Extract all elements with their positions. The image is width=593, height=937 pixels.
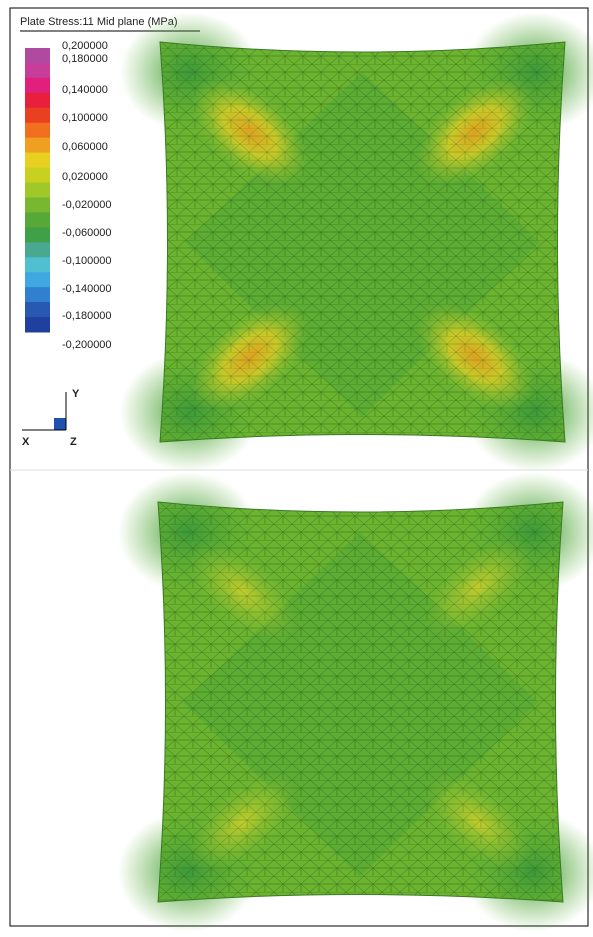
color-band (25, 302, 50, 317)
legend-label: -0,020000 (62, 199, 112, 211)
page: Plate Stress:11 Mid plane (MPa) 0,200000… (0, 0, 593, 937)
plate-bottom (118, 472, 593, 932)
color-band (25, 78, 50, 93)
legend-label: 0,060000 (62, 141, 108, 153)
color-band (25, 138, 50, 153)
color-band (25, 287, 50, 302)
color-band (25, 317, 50, 332)
color-band (25, 63, 50, 78)
z-arrow (54, 418, 66, 430)
y-label: Y (72, 388, 80, 400)
color-band (25, 153, 50, 168)
screenshot: Plate Stress:11 Mid plane (MPa) 0,200000… (0, 0, 593, 932)
color-band (25, 123, 50, 138)
legend-label: -0,100000 (62, 255, 112, 267)
color-band (25, 242, 50, 257)
color-band (25, 257, 50, 272)
legend-label: 0,200000 (62, 40, 108, 52)
legend-label: 0,100000 (62, 112, 108, 124)
color-band (25, 48, 50, 63)
legend-label: 0,020000 (62, 171, 108, 183)
legend-label: -0,200000 (62, 339, 112, 351)
legend-label: -0,060000 (62, 227, 112, 239)
z-label: Z (70, 436, 77, 448)
color-band (25, 212, 50, 227)
color-band (25, 272, 50, 287)
color-band (25, 93, 50, 108)
plate-top (120, 12, 593, 472)
legend-label: -0,180000 (62, 310, 112, 322)
color-band (25, 227, 50, 242)
color-band (25, 183, 50, 198)
axis-triad: Y X Z (22, 388, 80, 448)
legend-label: 0,140000 (62, 84, 108, 96)
legend-label: 0,180000 (62, 53, 108, 65)
color-band (25, 197, 50, 212)
x-label: X (22, 436, 30, 448)
color-band (25, 168, 50, 183)
color-band (25, 108, 50, 123)
legend-label: -0,140000 (62, 283, 112, 295)
